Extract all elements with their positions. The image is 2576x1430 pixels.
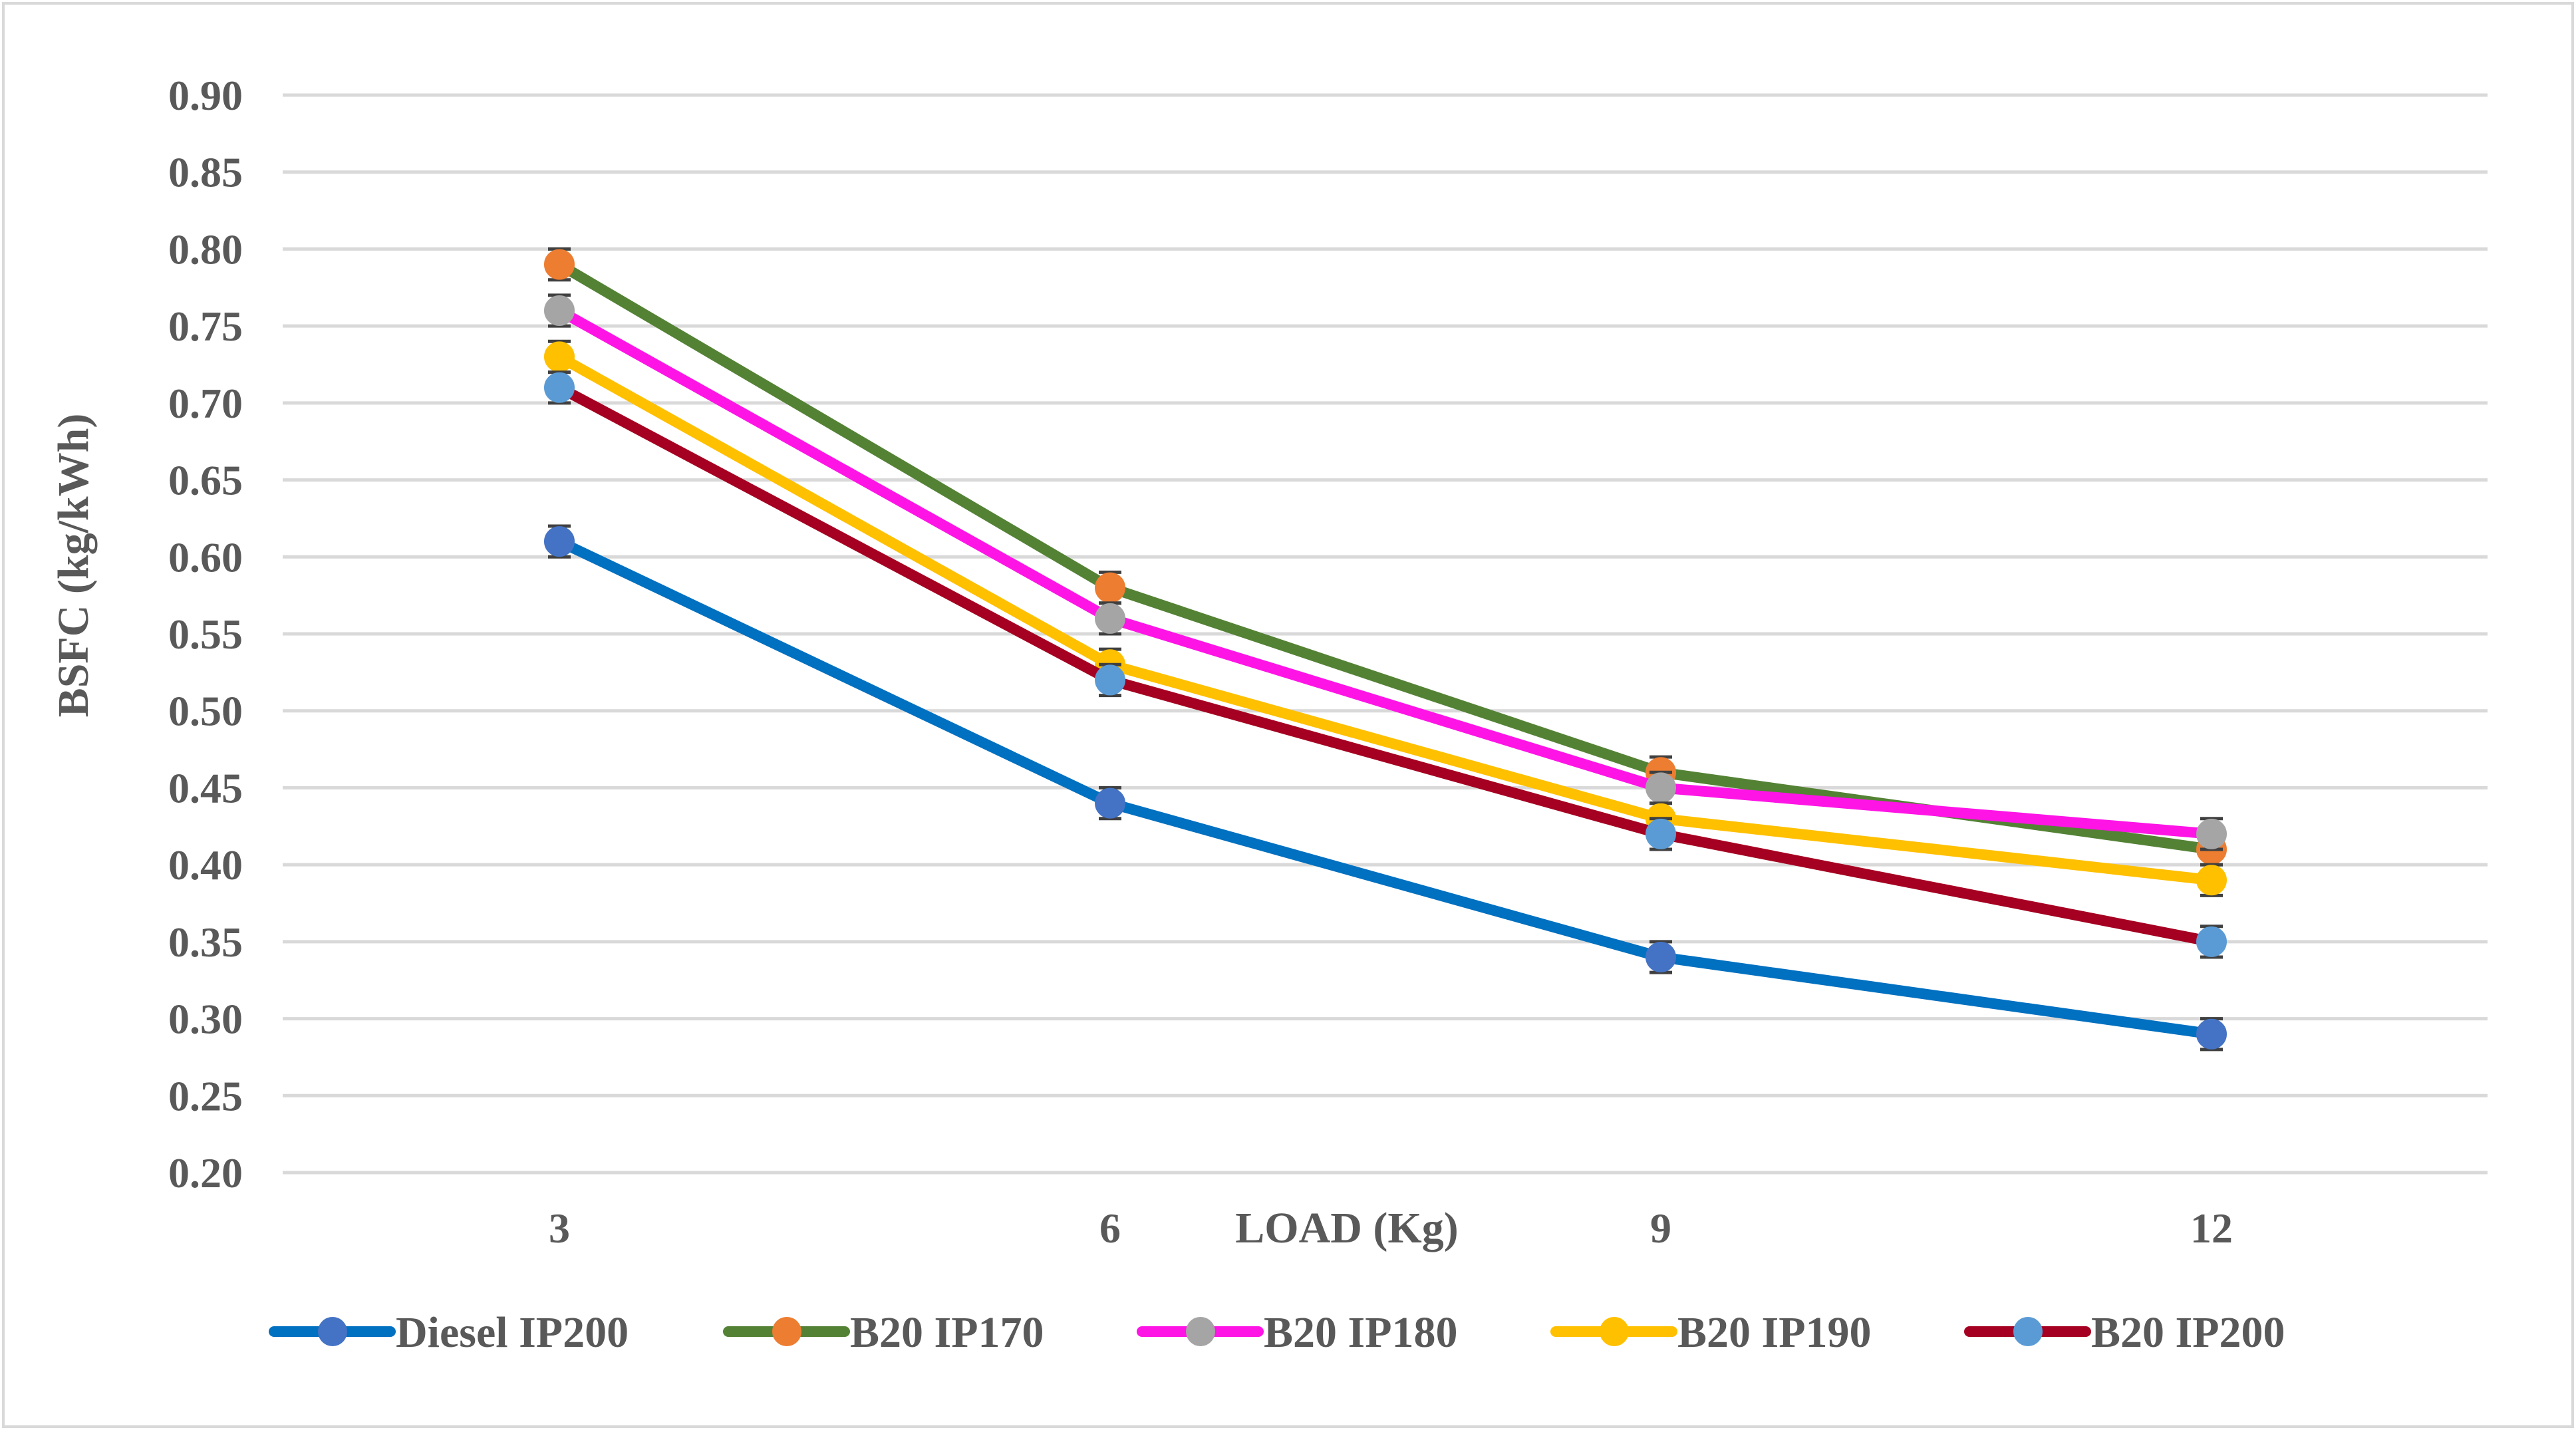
legend-marker (318, 1317, 347, 1346)
x-tick-label: 6 (1099, 1205, 1121, 1252)
y-tick-label: 0.50 (168, 688, 243, 735)
legend-item: B20 IP190 (1550, 1308, 1872, 1357)
data-point (1095, 787, 1125, 819)
legend-item: B20 IP180 (1137, 1308, 1458, 1357)
x-axis-title: LOAD (Kg) (1235, 1204, 1458, 1252)
data-point (2196, 926, 2227, 957)
gridlines (283, 93, 2488, 1175)
y-tick-label: 0.35 (168, 919, 243, 966)
y-tick-label: 0.85 (168, 149, 243, 196)
series-line (554, 351, 2217, 886)
y-tick-label: 0.65 (168, 457, 243, 504)
y-tick-label: 0.90 (168, 72, 243, 119)
legend-label: B20 IP170 (850, 1308, 1044, 1357)
data-point (544, 295, 575, 326)
legend: Diesel IP200 B20 IP170 B20 IP180 B20 IP190 B… (269, 1308, 2285, 1357)
legend-marker (1186, 1317, 1215, 1346)
x-tick-label: 12 (2190, 1205, 2233, 1252)
data-point (1095, 664, 1125, 696)
series-4 (544, 370, 2227, 959)
series-line (554, 536, 2217, 1040)
legend-label: B20 IP200 (2091, 1308, 2285, 1357)
legend-marker (2013, 1317, 2043, 1346)
legend-label: B20 IP180 (1264, 1308, 1458, 1357)
series-group (544, 247, 2227, 1052)
legend-item: B20 IP170 (723, 1308, 1044, 1357)
y-tick-label: 0.55 (168, 611, 243, 658)
data-point (1646, 772, 1676, 803)
y-axis-title: BSFC (kg/kWh) (49, 414, 98, 718)
y-tick-label: 0.80 (168, 225, 243, 273)
data-point (2196, 865, 2227, 896)
data-point (544, 249, 575, 280)
x-axis-ticks: 3 6 9 12 (549, 1205, 2233, 1252)
legend-item: B20 IP200 (1964, 1308, 2285, 1357)
y-tick-label: 0.70 (168, 380, 243, 427)
y-axis-ticks: 0.20 0.25 0.30 0.35 0.40 0.45 0.50 0.55 0.60 0.65… (168, 72, 243, 1197)
data-point (1095, 572, 1125, 603)
data-point (2196, 1018, 2227, 1050)
data-point (1646, 942, 1676, 972)
x-tick-label: 3 (549, 1205, 570, 1252)
data-point (544, 341, 575, 372)
series-line (554, 305, 2217, 839)
y-tick-label: 0.45 (168, 764, 243, 811)
series-0 (544, 524, 2227, 1052)
series-line (554, 382, 2217, 947)
x-tick-label: 9 (1650, 1205, 1671, 1252)
y-tick-label: 0.25 (168, 1072, 243, 1119)
legend-marker (1600, 1317, 1629, 1346)
y-tick-label: 0.20 (168, 1149, 243, 1197)
y-tick-label: 0.75 (168, 303, 243, 350)
legend-item: Diesel IP200 (269, 1308, 629, 1357)
data-point (544, 372, 575, 403)
y-tick-label: 0.40 (168, 841, 243, 889)
y-tick-label: 0.30 (168, 996, 243, 1043)
legend-marker (772, 1317, 801, 1346)
legend-label: Diesel IP200 (396, 1308, 629, 1357)
data-point (2196, 818, 2227, 849)
data-point (1646, 818, 1676, 849)
y-tick-label: 0.60 (168, 533, 243, 581)
data-point (544, 526, 575, 557)
data-point (1095, 603, 1125, 634)
legend-label: B20 IP190 (1677, 1308, 1872, 1357)
